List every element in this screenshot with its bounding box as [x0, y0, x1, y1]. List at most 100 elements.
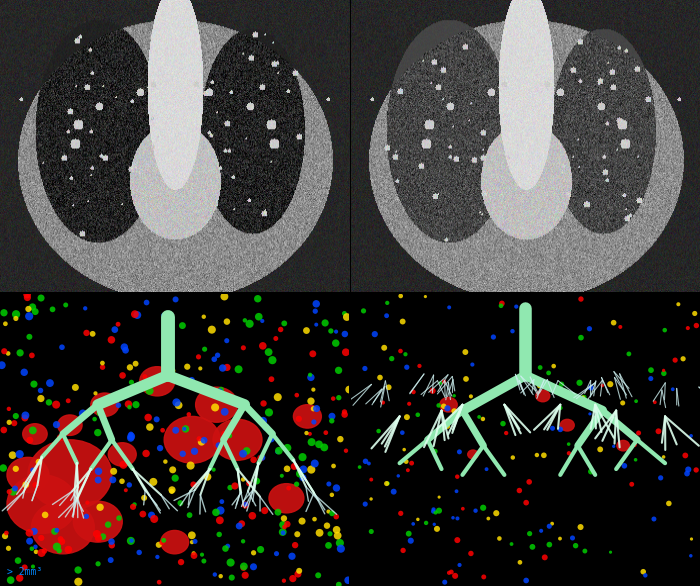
Point [580, 546, 591, 556]
Point [584, 324, 595, 333]
Point [308, 385, 319, 394]
Point [265, 434, 276, 444]
Point [62, 396, 74, 406]
Point [277, 528, 288, 537]
Point [170, 295, 181, 304]
Point [212, 350, 223, 360]
Point [151, 415, 162, 424]
Point [30, 542, 41, 551]
Point [567, 533, 578, 543]
Point [24, 312, 35, 321]
Point [305, 373, 316, 382]
Point [230, 481, 241, 490]
Point [402, 465, 414, 475]
Point [524, 529, 536, 539]
Point [63, 545, 74, 554]
Point [27, 544, 38, 553]
Point [608, 318, 620, 328]
Point [55, 433, 66, 442]
Point [494, 534, 505, 543]
Point [400, 350, 411, 359]
Circle shape [440, 397, 457, 412]
Point [4, 487, 15, 496]
Point [281, 519, 293, 529]
Text: > 2mm³: > 2mm³ [7, 567, 42, 577]
Point [188, 551, 199, 560]
Point [507, 326, 518, 336]
Point [4, 418, 15, 427]
Point [483, 514, 494, 523]
Point [319, 318, 330, 328]
Point [113, 401, 124, 410]
Point [575, 294, 587, 304]
Point [339, 407, 350, 417]
Point [438, 401, 449, 411]
Point [0, 308, 10, 318]
Point [275, 325, 286, 334]
Point [29, 527, 40, 536]
Point [3, 544, 14, 553]
Point [491, 509, 502, 518]
Point [124, 403, 135, 412]
Point [574, 378, 585, 387]
Point [169, 473, 181, 483]
Point [433, 492, 444, 502]
Point [94, 503, 106, 512]
Point [198, 312, 209, 321]
Point [623, 349, 634, 359]
Point [691, 465, 700, 475]
Point [330, 327, 342, 336]
Point [383, 383, 394, 392]
Point [615, 322, 626, 332]
Point [27, 562, 38, 571]
Point [331, 483, 342, 493]
Point [678, 354, 689, 363]
Point [13, 556, 24, 565]
Point [15, 348, 26, 357]
Point [239, 316, 251, 325]
Point [279, 319, 290, 328]
Point [36, 548, 47, 557]
Point [267, 356, 278, 365]
Point [304, 370, 316, 380]
Point [291, 479, 302, 489]
Point [176, 557, 187, 567]
Point [279, 522, 290, 532]
Point [682, 465, 694, 474]
Point [160, 457, 171, 466]
Circle shape [213, 420, 262, 460]
Point [306, 437, 317, 447]
Point [427, 386, 438, 396]
Point [297, 452, 308, 462]
Point [324, 529, 335, 539]
Point [500, 428, 512, 438]
Point [277, 520, 288, 530]
Point [272, 447, 284, 456]
Point [449, 391, 460, 400]
Point [189, 447, 200, 456]
Point [273, 446, 284, 455]
Point [24, 332, 35, 342]
Point [125, 432, 136, 441]
Point [141, 298, 152, 307]
Point [442, 422, 453, 431]
Point [202, 472, 213, 482]
Point [196, 437, 207, 447]
Point [658, 369, 669, 378]
Point [27, 425, 38, 435]
Point [178, 424, 190, 434]
Point [442, 404, 453, 413]
Point [106, 537, 117, 546]
Point [563, 440, 574, 449]
Point [130, 359, 141, 369]
Point [663, 499, 674, 508]
Point [689, 309, 700, 318]
Point [328, 394, 339, 403]
Point [244, 319, 256, 329]
Point [293, 566, 304, 575]
Point [649, 397, 660, 407]
Point [166, 486, 177, 496]
Point [420, 292, 431, 301]
Point [177, 321, 188, 331]
Point [556, 380, 567, 389]
